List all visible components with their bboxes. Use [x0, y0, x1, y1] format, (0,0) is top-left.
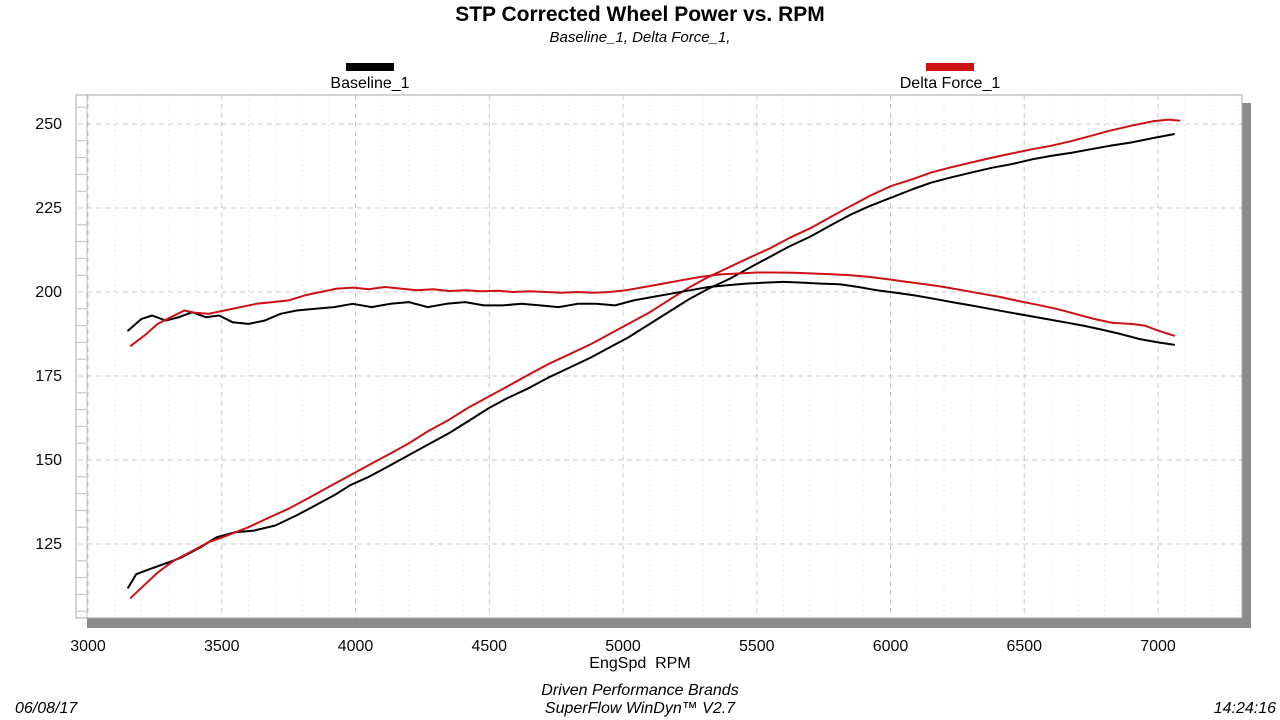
series-delta-force-1-flat-curve	[129, 271, 1175, 347]
y-tick-label: 125	[35, 536, 62, 553]
footer-brand-line: Driven Performance Brands	[541, 682, 739, 699]
x-axis-title: EngSpd RPM	[589, 655, 691, 672]
x-tick-label: 4000	[338, 638, 374, 655]
legend-label-baseline: Baseline_1	[330, 75, 410, 92]
legend-swatch-baseline	[346, 63, 394, 71]
x-tick-label: 6000	[873, 638, 909, 655]
major-gridlines	[78, 95, 1242, 618]
x-tick-label: 5000	[605, 638, 641, 655]
footer-time: 14:24:16	[1213, 700, 1276, 717]
chart-subtitle: Baseline_1, Delta Force_1,	[549, 29, 731, 46]
x-tick-label: 3500	[204, 638, 240, 655]
axis-tick-labels: 125 150 175 200 225 250 3000 3500 4000 4500 5000 55…	[35, 116, 1176, 655]
legend-label-delta-force: Delta Force_1	[899, 75, 1001, 92]
x-tick-label: 4500	[471, 638, 507, 655]
footer-software-version: SuperFlow WinDyn™ V2.7	[544, 700, 736, 717]
y-tick-label: 150	[35, 452, 62, 469]
y-tick-label: 225	[35, 200, 62, 217]
x-tick-label: 6500	[1006, 638, 1042, 655]
page-title: STP Corrected Wheel Power vs. RPM	[455, 3, 825, 26]
minor-gridlines	[77, 95, 1239, 618]
y-tick-label: 175	[35, 368, 62, 385]
y-tick-label: 200	[35, 284, 62, 301]
footer-date: 06/08/17	[15, 700, 78, 717]
x-tick-label: 7000	[1140, 638, 1176, 655]
series-baseline-1-power	[127, 133, 1175, 589]
x-tick-label: 3000	[70, 638, 106, 655]
legend-swatch-delta-force	[926, 63, 974, 71]
x-tick-label: 5500	[739, 638, 775, 655]
series-baseline-1-flat-curve	[127, 280, 1175, 346]
y-tick-label: 250	[35, 116, 62, 133]
series-delta-force-1-power	[129, 118, 1181, 599]
plot-frame	[75, 94, 1251, 628]
